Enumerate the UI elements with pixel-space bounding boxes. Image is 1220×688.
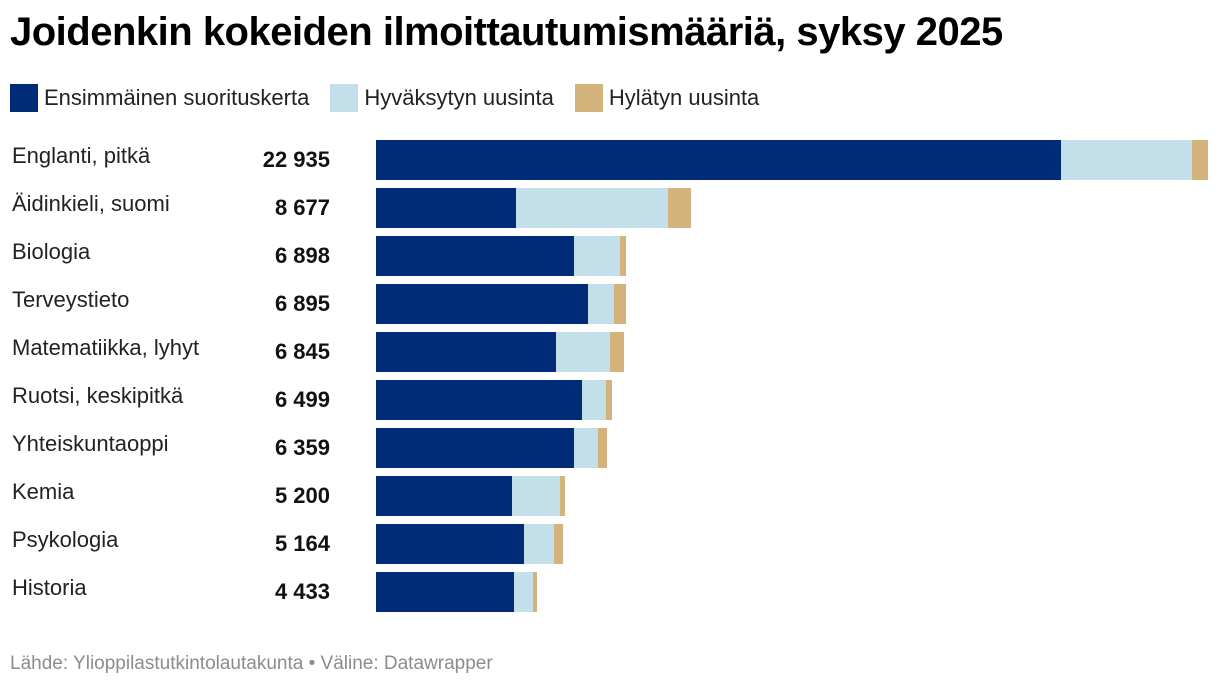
bar-segment-failed-retake [598, 428, 607, 468]
bar-stack [376, 476, 1220, 516]
legend-item-first-attempt: Ensimmäinen suorituskerta [10, 84, 309, 112]
bar-stack [376, 380, 1220, 420]
bar-segment-first-attempt [376, 284, 589, 324]
bar-row: Yhteiskuntaoppi 6 359 [0, 428, 1220, 468]
total-value-label: 6 895 [274, 291, 330, 316]
total-value-label: 5 200 [274, 483, 330, 508]
category-label: Terveystieto [12, 287, 130, 312]
chart-title: Joidenkin kokeiden ilmoittautumismääriä,… [10, 10, 1003, 54]
total-value-label: 6 845 [274, 339, 330, 364]
category-label: Psykologia [12, 527, 119, 552]
bar-stack [376, 188, 1220, 228]
bar-segment-first-attempt [376, 140, 1061, 180]
total-value-label: 22 935 [262, 147, 330, 172]
bar-segment-passed-retake [555, 332, 610, 372]
bar-segment-first-attempt [376, 380, 583, 420]
total-value-label: 4 433 [274, 579, 330, 604]
bar-row: Matematiikka, lyhyt 6 845 [0, 332, 1220, 372]
category-label: Kemia [12, 479, 75, 504]
bar-row: Ruotsi, keskipitkä 6 499 [0, 380, 1220, 420]
category-label: Historia [12, 575, 87, 600]
bar-row: Äidinkieli, suomi 8 677 [0, 188, 1220, 228]
category-label: Englanti, pitkä [12, 143, 151, 168]
bar-segment-failed-retake [609, 332, 625, 372]
bar-stack [376, 140, 1220, 180]
bar-stack [376, 572, 1220, 612]
category-label: Matematiikka, lyhyt [12, 335, 200, 360]
bar-segment-passed-retake [515, 188, 669, 228]
bar-row: Biologia 6 898 [0, 236, 1220, 276]
bar-stack [376, 332, 1220, 372]
bar-row: Kemia 5 200 [0, 476, 1220, 516]
bar-segment-first-attempt [376, 428, 575, 468]
bar-stack [376, 524, 1220, 564]
bar-row: Historia 4 433 [0, 572, 1220, 612]
bar-row: Psykologia 5 164 [0, 524, 1220, 564]
total-value-label: 6 898 [274, 243, 330, 268]
bar-segment-passed-retake [1060, 140, 1193, 180]
bar-row: Englanti, pitkä 22 935 [0, 140, 1220, 180]
bar-segment-failed-retake [1192, 140, 1208, 180]
bar-segment-passed-retake [513, 572, 533, 612]
bar-segment-passed-retake [582, 380, 607, 420]
bar-segment-failed-retake [532, 572, 537, 612]
category-label: Ruotsi, keskipitkä [12, 383, 184, 408]
legend-label-passed-retake: Hyväksytyn uusinta [364, 85, 554, 110]
total-value-label: 6 499 [274, 387, 330, 412]
legend-label-failed-retake: Hylätyn uusinta [608, 85, 760, 110]
bar-segment-first-attempt [376, 476, 512, 516]
legend-label-first-attempt: Ensimmäinen suorituskerta [44, 85, 310, 110]
legend-item-failed-retake: Hylätyn uusinta [574, 84, 760, 112]
bar-segment-first-attempt [376, 188, 516, 228]
bar-segment-first-attempt [376, 524, 524, 564]
source-note: Lähde: Ylioppilastutkintolautakunta • Vä… [10, 653, 493, 674]
category-label: Biologia [12, 239, 91, 264]
bar-segment-passed-retake [574, 236, 621, 276]
bar-stack [376, 284, 1220, 324]
bar-segment-failed-retake [620, 236, 627, 276]
total-value-label: 8 677 [274, 195, 330, 220]
legend-item-passed-retake: Hyväksytyn uusinta [330, 84, 554, 112]
total-value-label: 6 359 [274, 435, 330, 460]
bar-segment-failed-retake [614, 284, 627, 324]
category-label: Yhteiskuntaoppi [12, 431, 169, 456]
bar-segment-failed-retake [668, 188, 691, 228]
bar-segment-first-attempt [376, 236, 575, 276]
bar-segment-passed-retake [588, 284, 615, 324]
bar-stack [376, 428, 1220, 468]
bar-segment-passed-retake [523, 524, 554, 564]
category-label: Äidinkieli, suomi [12, 191, 170, 216]
legend: Ensimmäinen suorituskerta Hyväksytyn uus… [10, 84, 780, 112]
legend-swatch-first-attempt [10, 84, 38, 112]
bar-segment-passed-retake [574, 428, 599, 468]
bar-segment-passed-retake [511, 476, 560, 516]
bar-segment-first-attempt [376, 332, 556, 372]
bar-segment-failed-retake [553, 524, 564, 564]
bar-segment-failed-retake [559, 476, 565, 516]
bar-segment-failed-retake [606, 380, 612, 420]
bar-row: Terveystieto 6 895 [0, 284, 1220, 324]
bar-segment-first-attempt [376, 572, 514, 612]
total-value-label: 5 164 [274, 531, 330, 556]
bar-stack [376, 236, 1220, 276]
legend-swatch-failed-retake [574, 84, 603, 112]
legend-swatch-passed-retake [330, 84, 359, 112]
